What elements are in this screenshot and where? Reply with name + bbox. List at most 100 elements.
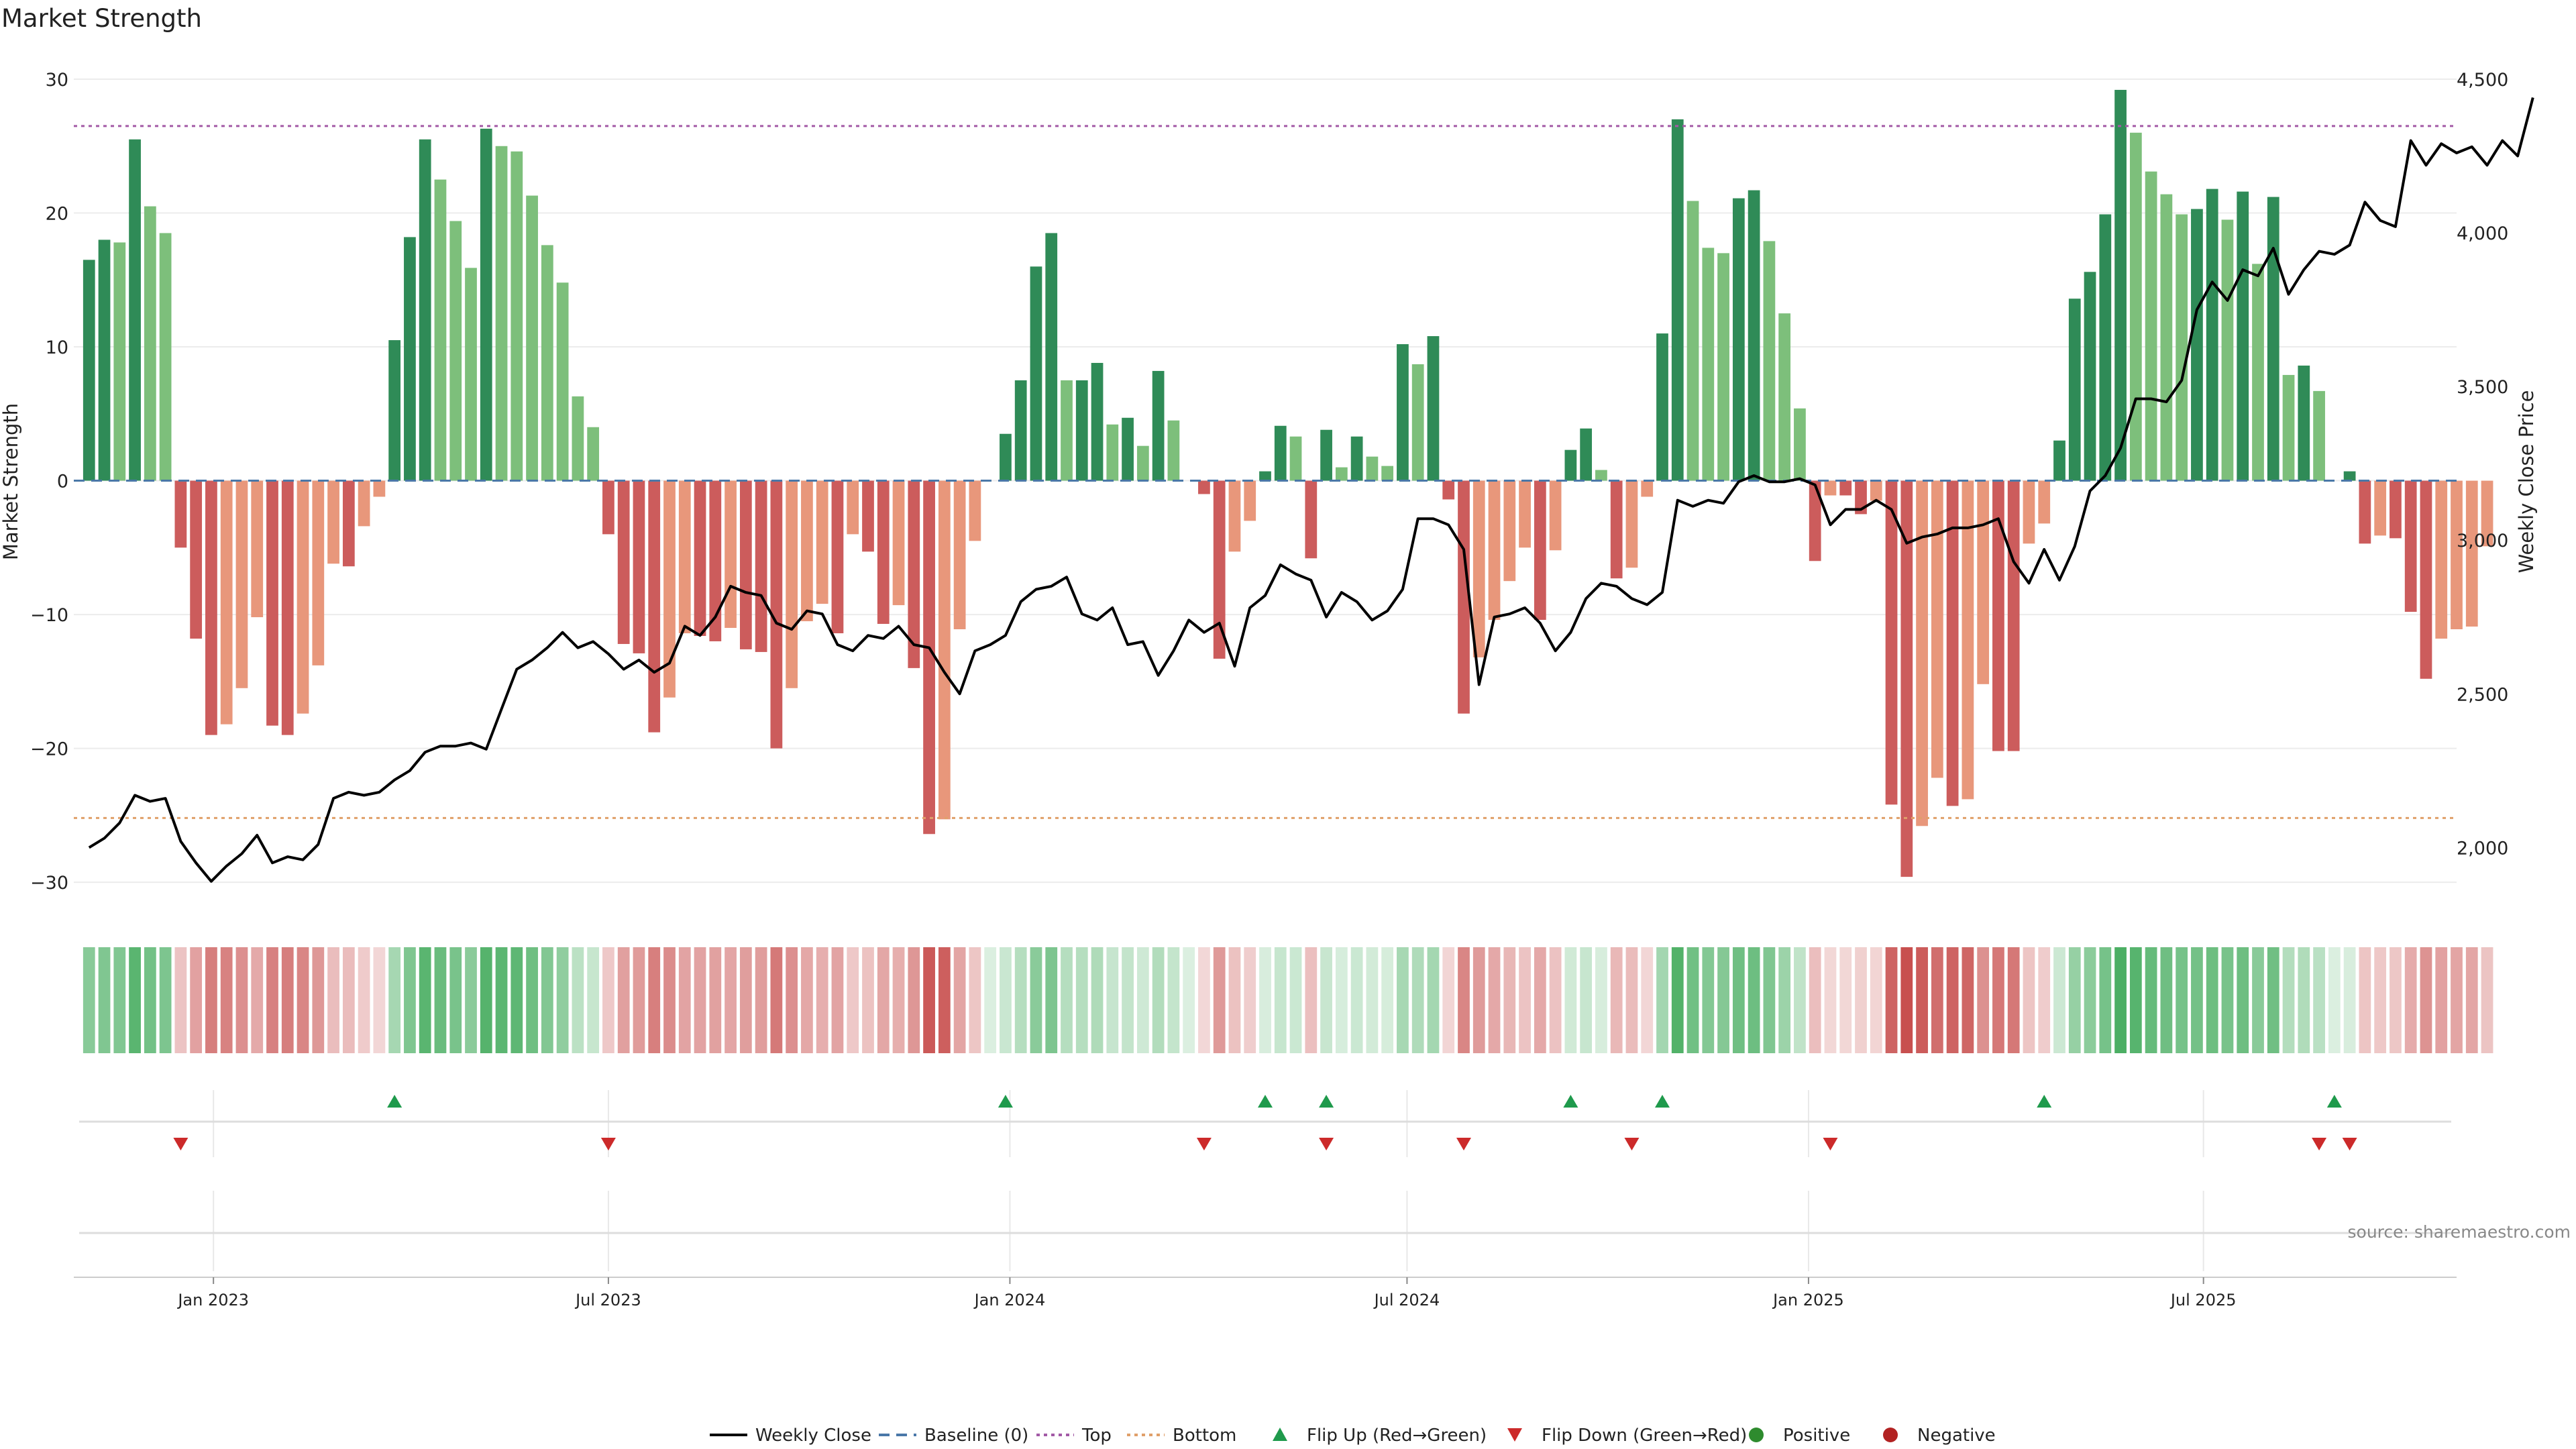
flip-up-marker [2037, 1095, 2052, 1108]
heatmap-cell [1458, 947, 1470, 1053]
legend-swatch [1883, 1428, 1898, 1442]
heatmap-cell [1702, 947, 1715, 1053]
strength-bar [434, 179, 447, 481]
strength-bar [1671, 119, 1684, 481]
heatmap-cell [1595, 947, 1607, 1053]
strength-bar [923, 480, 935, 835]
strength-bar [847, 480, 859, 535]
strength-bar [511, 151, 523, 481]
heatmap-cell [1198, 947, 1210, 1053]
strength-bar [770, 480, 783, 749]
legend-item: Flip Down (Green→Red) [1507, 1426, 1747, 1446]
strength-bar [2451, 480, 2463, 630]
strength-bar [190, 480, 203, 639]
heatmap-cell [1656, 947, 1668, 1053]
strength-bar [2481, 480, 2493, 547]
y-tick-label-left: 10 [46, 337, 68, 358]
strength-bar [1442, 480, 1455, 500]
legend-label: Negative [1917, 1426, 1996, 1446]
heatmap-cell [786, 947, 798, 1053]
strength-bar [312, 480, 325, 665]
heatmap-cell [2313, 947, 2325, 1053]
heatmap-cell [617, 947, 630, 1053]
legend-item: Flip Up (Red→Green) [1273, 1426, 1487, 1446]
strength-bar [1992, 480, 2004, 751]
strength-bar [724, 480, 737, 629]
strength-bar [1000, 433, 1012, 481]
heatmap-cell [2298, 947, 2310, 1053]
heatmap-cell [1427, 947, 1440, 1053]
strength-bar [495, 146, 508, 481]
strength-bar [1411, 364, 1424, 481]
chart-title: Market Strength [1, 4, 202, 33]
heatmap-cell [1091, 947, 1104, 1053]
strength-bar [1595, 470, 1607, 481]
heatmap-cell [2084, 947, 2096, 1053]
heatmap-cell [1885, 947, 1898, 1053]
strength-bar [1778, 313, 1791, 481]
heatmap-cell [2160, 947, 2173, 1053]
heatmap-cell [434, 947, 447, 1053]
strength-bar [1580, 428, 1593, 481]
strength-bar [1625, 480, 1638, 568]
heatmap-cell [1106, 947, 1119, 1053]
strength-bar [1458, 480, 1470, 714]
flip-down-marker [1624, 1138, 1640, 1150]
heatmap-cell [1671, 947, 1684, 1053]
strength-bar [83, 260, 95, 481]
heatmap-cell [1366, 947, 1379, 1053]
strength-bar [1198, 480, 1210, 494]
heatmap-cell [1717, 947, 1729, 1053]
strength-bar [2176, 214, 2188, 481]
heatmap-cell [190, 947, 203, 1053]
heatmap-cell [2176, 947, 2188, 1053]
heatmap-cell [587, 947, 600, 1053]
heatmap-cell [1442, 947, 1455, 1053]
strength-bar [1289, 436, 1302, 481]
weekly-close-line [88, 97, 2534, 883]
heatmap-cell [205, 947, 217, 1053]
strength-bar [266, 480, 278, 726]
strength-bar [2023, 480, 2035, 544]
strength-bar [2191, 209, 2203, 481]
strength-bar [419, 139, 431, 481]
heatmap-cell [1962, 947, 1974, 1053]
flip-down-marker [2312, 1138, 2327, 1150]
legend-label: Positive [1783, 1426, 1850, 1446]
heatmap-cell [1244, 947, 1256, 1053]
strength-bar [2390, 480, 2402, 539]
heatmap-cell [755, 947, 767, 1053]
x-tick-label: Jan 2025 [1772, 1291, 1844, 1309]
strength-bar [2298, 365, 2310, 481]
heatmap-cell [358, 947, 370, 1053]
heatmap-cell [1274, 947, 1287, 1053]
strength-bar [1855, 480, 1867, 515]
heatmap-cell [1259, 947, 1271, 1053]
heatmap-cell [2481, 947, 2493, 1053]
strength-bar [678, 480, 691, 633]
strength-bar [251, 480, 264, 618]
strength-bar [1061, 380, 1073, 481]
strength-bar [235, 480, 248, 688]
strength-bar [1244, 480, 1256, 521]
heatmap-cell [1794, 947, 1806, 1053]
heatmap-cell [1549, 947, 1562, 1053]
heatmap-cell [1977, 947, 1990, 1053]
heatmap-cell [908, 947, 920, 1053]
y-tick-label-left: 0 [57, 472, 68, 492]
weekly-close-series [88, 97, 2534, 883]
heatmap-cell [1992, 947, 2004, 1053]
strength-bar [2435, 480, 2448, 639]
flip-up-marker [1655, 1095, 1670, 1108]
heatmap-cell [678, 947, 691, 1053]
heatmap-cell [1350, 947, 1363, 1053]
heatmap-cell [2282, 947, 2295, 1053]
y-tick-label-left: −20 [30, 739, 68, 760]
heatmap-cell [556, 947, 569, 1053]
heatmap-cell [129, 947, 141, 1053]
flip-markers [173, 1095, 2357, 1150]
heatmap-cell [1625, 947, 1638, 1053]
heatmap-cell [312, 947, 325, 1053]
strength-bar [1977, 480, 1990, 684]
